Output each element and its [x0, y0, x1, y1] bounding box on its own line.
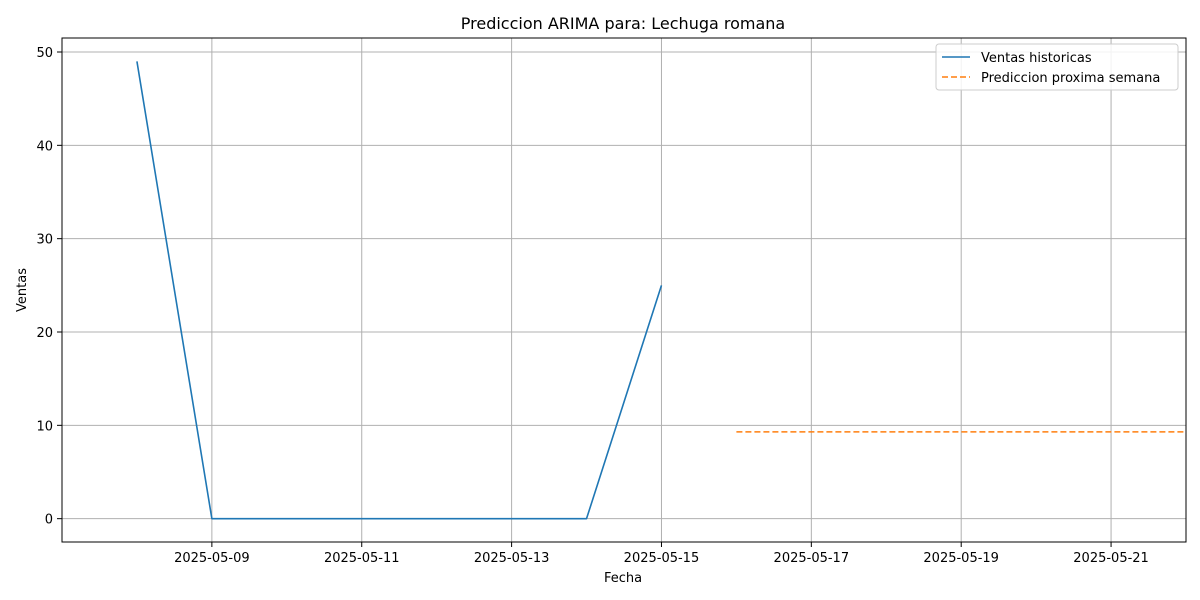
grid — [62, 38, 1186, 542]
x-tick-label: 2025-05-21 — [1073, 551, 1149, 566]
y-tick-label: 40 — [36, 139, 53, 154]
legend: Ventas historicas Prediccion proxima sema… — [935, 43, 1179, 91]
y-axis: 0 10 20 30 40 50 — [36, 46, 62, 528]
y-tick-label: 30 — [36, 233, 53, 248]
y-tick-label: 50 — [36, 46, 53, 61]
x-tick-label: 2025-05-11 — [324, 551, 400, 566]
legend-label: Prediccion proxima semana — [981, 71, 1160, 86]
x-axis: 2025-05-09 2025-05-11 2025-05-13 2025-05-15… — [174, 542, 1149, 566]
x-tick-label: 2025-05-15 — [624, 551, 700, 566]
y-tick-label: 0 — [45, 513, 53, 528]
series-line-historical — [136, 61, 663, 520]
legend-box — [935, 43, 1179, 91]
y-tick-label: 20 — [36, 326, 53, 341]
chart-title: Prediccion ARIMA para: Lechuga romana — [461, 14, 785, 33]
y-axis-title: Ventas — [15, 268, 30, 312]
x-tick-label: 2025-05-19 — [923, 551, 999, 566]
y-tick-label: 10 — [36, 419, 53, 434]
x-tick-label: 2025-05-17 — [774, 551, 850, 566]
legend-label: Ventas historicas — [981, 51, 1092, 66]
x-axis-title: Fecha — [604, 571, 642, 586]
x-tick-label: 2025-05-09 — [174, 551, 250, 566]
x-tick-label: 2025-05-13 — [474, 551, 550, 566]
plot-frame — [61, 37, 1187, 543]
series-layer — [136, 61, 1186, 520]
